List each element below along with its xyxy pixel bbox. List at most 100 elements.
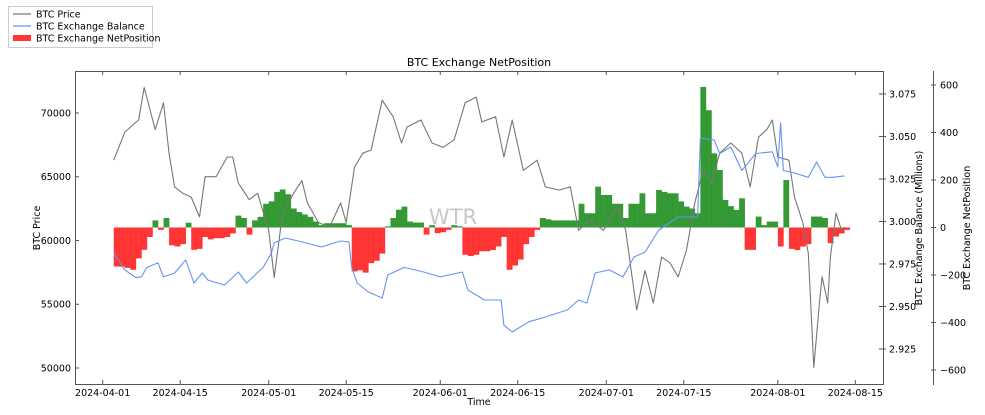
netposition-bar: [451, 225, 458, 228]
netposition-bar: [711, 153, 718, 228]
netposition-bar: [528, 227, 535, 237]
netposition-bar: [501, 227, 507, 237]
netposition-tick-label: −400: [940, 318, 966, 329]
netposition-axis-label: BTC Exchange NetPosition: [962, 166, 973, 291]
netposition-bar: [423, 227, 430, 235]
netposition-bar: [213, 227, 220, 239]
netposition-bar: [805, 227, 812, 245]
netposition-bar: [146, 227, 153, 237]
netposition-bar: [279, 189, 286, 228]
x-tick-label: 2024-08-15: [828, 388, 883, 399]
netposition-bar: [390, 218, 397, 228]
netposition-bar: [235, 215, 242, 228]
netposition-bar: [135, 227, 142, 259]
netposition-bar: [833, 227, 840, 237]
netposition-bar: [578, 203, 585, 228]
legend-box: [8, 6, 153, 48]
chart-title: BTC Exchange NetPosition: [407, 56, 551, 69]
netposition-bar: [357, 227, 364, 271]
netposition-bar: [611, 203, 618, 228]
plot-frame: [75, 71, 884, 385]
netposition-bar: [384, 226, 391, 228]
netposition-bar: [799, 227, 806, 247]
netposition-bar: [141, 227, 148, 250]
netposition-bar: [739, 198, 745, 228]
balance-tick-label: 2.925: [889, 344, 916, 355]
legend-label-balance: BTC Exchange Balance: [36, 22, 145, 33]
netposition-bar: [694, 213, 701, 228]
netposition-bar: [744, 227, 751, 250]
netposition-bar: [246, 227, 253, 235]
netposition-bar: [827, 227, 834, 244]
netposition-bar: [340, 223, 347, 228]
netposition-bar: [351, 227, 358, 272]
netposition-bar: [307, 216, 314, 228]
netposition-tick-label: 0: [940, 223, 946, 234]
netposition-bar: [401, 206, 408, 228]
netposition-bar: [174, 227, 181, 247]
netposition-bar: [218, 227, 225, 239]
netposition-bar: [822, 218, 828, 228]
netposition-bar: [456, 226, 463, 228]
netposition-bar: [722, 199, 729, 228]
price-tick-label: 65000: [41, 172, 71, 183]
netposition-bar: [700, 86, 707, 228]
netposition-bar: [567, 220, 574, 228]
netposition-bar: [573, 220, 579, 228]
netposition-bar: [777, 227, 784, 247]
netposition-bar: [362, 227, 369, 273]
netposition-bar: [733, 209, 740, 228]
netposition-bar: [562, 220, 568, 228]
netposition-tick-label: 600: [940, 81, 958, 92]
netposition-bar: [312, 221, 319, 228]
netposition-bar: [811, 216, 817, 228]
netposition-bar: [484, 227, 491, 252]
watermark: WTR: [429, 205, 477, 229]
plot-area: [113, 86, 851, 368]
netposition-bar: [645, 213, 651, 228]
balance-tick-label: 2.950: [889, 302, 916, 313]
netposition-bar: [290, 208, 297, 228]
netposition-bar: [285, 194, 292, 228]
netposition-bar: [202, 227, 209, 237]
netposition-tick-label: 400: [940, 128, 958, 139]
netposition-tick-label: −600: [940, 365, 966, 376]
x-tick-label: 2024-04-15: [153, 388, 208, 399]
netposition-bar: [473, 227, 480, 255]
netposition-bar: [434, 227, 441, 234]
netposition-tick-label: −200: [940, 270, 966, 281]
netposition-bar: [445, 227, 452, 230]
netposition-bar: [296, 212, 303, 228]
netposition-bar: [761, 225, 768, 228]
netposition-bar: [368, 227, 375, 264]
netposition-bar: [152, 220, 159, 228]
legend-swatch-netposition: [13, 35, 31, 41]
axes: 2024-04-01 2024-04-15 2024-05-01 2024-05-15…: [41, 71, 966, 399]
netposition-bar: [589, 213, 596, 228]
price-tick-label: 55000: [41, 300, 71, 311]
legend-label-price: BTC Price: [36, 10, 81, 21]
netposition-bar: [716, 170, 723, 228]
x-tick-label: 2024-05-01: [241, 388, 296, 399]
netposition-bar: [241, 218, 247, 228]
netposition-bar: [622, 218, 629, 228]
netposition-bar: [539, 218, 546, 228]
price-tick-label: 50000: [41, 363, 71, 374]
legend: BTC Price BTC Exchange Balance BTC Excha…: [8, 6, 161, 48]
netposition-bar: [412, 222, 419, 228]
netposition-bar: [191, 227, 198, 250]
netposition-bar: [678, 201, 685, 228]
price-tick-label: 60000: [41, 236, 71, 247]
netposition-bar: [124, 227, 131, 268]
x-tick-label: 2024-06-15: [490, 388, 545, 399]
netposition-bar: [229, 227, 236, 234]
x-tick-label: 2024-04-01: [75, 388, 130, 399]
netposition-bar: [196, 227, 203, 249]
netposition-bar: [772, 221, 779, 228]
netposition-bar: [418, 222, 424, 228]
netposition-bar: [600, 194, 607, 228]
netposition-bar: [429, 225, 436, 228]
netposition-bar: [788, 227, 795, 249]
netposition-bar: [395, 209, 402, 228]
netposition-bar: [119, 227, 126, 267]
